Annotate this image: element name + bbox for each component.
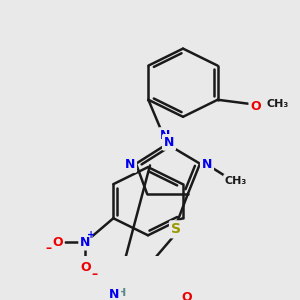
Text: N: N xyxy=(124,157,134,170)
Text: O: O xyxy=(182,291,192,300)
Text: CH₃: CH₃ xyxy=(266,99,289,109)
Text: O: O xyxy=(52,236,63,249)
Text: H: H xyxy=(117,288,127,298)
Text: N: N xyxy=(123,157,133,170)
Text: O: O xyxy=(250,100,261,113)
Text: N: N xyxy=(80,236,91,249)
Text: –: – xyxy=(45,242,51,255)
Text: N: N xyxy=(125,158,135,171)
Text: +: + xyxy=(87,230,95,240)
Text: –: – xyxy=(91,268,98,281)
Text: CH₃: CH₃ xyxy=(225,176,247,186)
Text: N: N xyxy=(109,288,119,300)
Text: N: N xyxy=(164,136,174,149)
Text: N: N xyxy=(202,158,212,171)
Text: S: S xyxy=(171,222,181,236)
Text: N: N xyxy=(160,129,170,142)
Text: O: O xyxy=(80,261,91,274)
